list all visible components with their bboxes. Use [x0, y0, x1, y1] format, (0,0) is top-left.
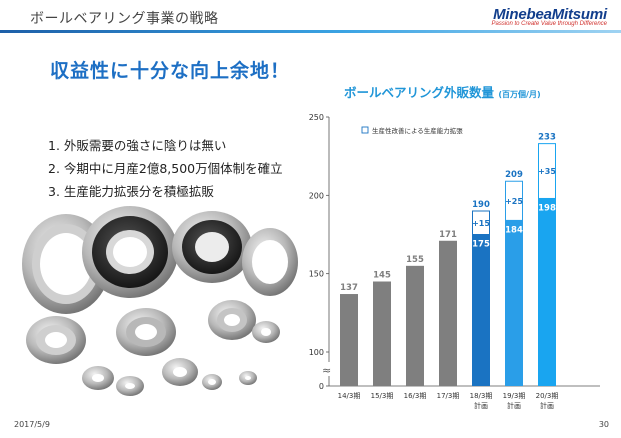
bearing-large-center [82, 206, 178, 298]
bar-increment [505, 180, 523, 221]
total-label: 190 [472, 200, 490, 210]
x-tick-label: 19/3期 [503, 392, 526, 400]
legend-swatch [361, 126, 369, 134]
bar-base [538, 198, 556, 386]
bar-base [406, 265, 424, 386]
chart-title: ボールベアリング外販数量 (百万個/月) [344, 82, 541, 101]
y-tick-label: 150 [309, 270, 324, 279]
x-tick-label: 15/3期 [371, 392, 394, 400]
x-tick-label: 計画 [540, 401, 554, 410]
y-tick-label: 0 [319, 382, 324, 391]
bullet-item: 1. 外販需要の強さに陰りは無い [48, 138, 227, 153]
page-number: 30 [598, 420, 609, 429]
value-label: 137 [340, 283, 358, 293]
total-label: 233 [538, 133, 556, 143]
value-label: 184 [505, 225, 523, 235]
x-tick-label: 18/3期 [470, 392, 493, 400]
y-tick-label: 250 [309, 113, 324, 122]
x-tick-label: 17/3期 [437, 392, 460, 400]
bearing-small-group [82, 321, 280, 396]
bar-base [505, 220, 523, 386]
bullet-item: 2. 今期中に月産2億8,500万個体制を確立 [48, 161, 283, 176]
bearing-medium-right [208, 300, 256, 340]
footer-date: 2017/5/9 [14, 420, 50, 429]
x-tick-label: 計画 [474, 401, 488, 410]
header-title: ボールベアリング事業の戦略 [30, 11, 219, 27]
bearing-medium-left [26, 316, 86, 364]
increment-label: +35 [538, 167, 556, 176]
bar-base [373, 281, 391, 386]
total-label: 209 [505, 170, 523, 180]
legend-label: 生産性改善による生産能力拡張 [372, 126, 463, 135]
bar-base [439, 240, 457, 386]
value-label: 171 [439, 230, 457, 240]
x-tick-label: 計画 [507, 401, 521, 410]
bar-chart: ≈250 200 150 100 0 生産性改善による生産能力拡張 137 14/3期 145 1… [309, 113, 600, 410]
bullet-item: 3. 生産能力拡張分を積極拡販 [48, 184, 214, 199]
x-tick-label: 14/3期 [338, 392, 361, 400]
logo-tagline: Passion to Create Value through Differen… [491, 21, 607, 27]
y-tick-label: 200 [309, 191, 324, 200]
chart-unit: (百万個/月) [498, 90, 541, 99]
bar-increment [472, 210, 490, 235]
company-logo: MinebeaMitsumi Passion to Create Value t… [491, 6, 607, 27]
bullet-list: 1. 外販需要の強さに陰りは無い 2. 今期中に月産2億8,500万個体制を確立… [48, 134, 283, 203]
value-label: 175 [472, 240, 490, 250]
bearing-large-right [172, 211, 252, 283]
value-label: 145 [373, 271, 391, 281]
page-headline: 収益性に十分な向上余地！ [50, 60, 291, 82]
bearing-right-edge [242, 228, 298, 296]
bearings-photo [22, 206, 298, 396]
logo-text: MinebeaMitsumi [493, 6, 607, 23]
x-tick-label: 20/3期 [536, 392, 559, 400]
bar-base [340, 294, 358, 386]
increment-label: +15 [472, 219, 490, 228]
bar-base [472, 234, 490, 386]
value-label: 155 [406, 255, 424, 265]
chart-title-text: ボールベアリング外販数量 [344, 85, 495, 100]
bar-increment [538, 143, 556, 199]
bearing-medium-center [116, 308, 176, 356]
header-rule [0, 30, 621, 33]
x-tick-label: 16/3期 [404, 392, 427, 400]
value-label: 198 [538, 203, 556, 213]
increment-label: +25 [505, 197, 523, 206]
y-tick-label: 100 [309, 348, 324, 357]
axis-break-mark: ≈ [322, 364, 331, 377]
